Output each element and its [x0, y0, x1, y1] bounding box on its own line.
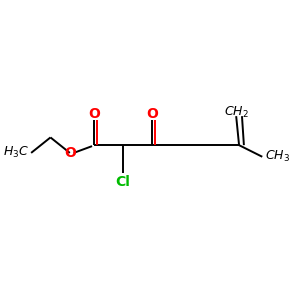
Text: $H_3C$: $H_3C$ [3, 146, 29, 160]
Text: $CH_3$: $CH_3$ [265, 149, 290, 164]
Text: O: O [146, 107, 158, 121]
Text: O: O [64, 146, 76, 160]
Text: $CH_2$: $CH_2$ [224, 104, 248, 120]
Text: Cl: Cl [116, 175, 130, 189]
Text: O: O [88, 107, 100, 121]
